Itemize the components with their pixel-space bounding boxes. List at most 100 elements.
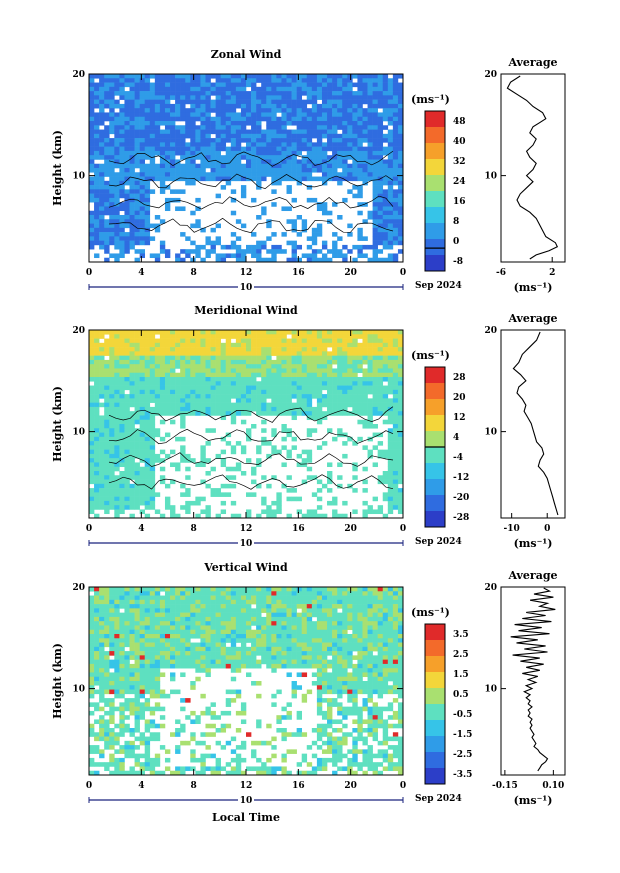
heatmap-cell [215,492,221,497]
heatmap-cell [397,475,404,480]
heatmap-cell [276,651,282,656]
heatmap-cell [382,642,389,648]
heatmap-cell [230,355,237,361]
heatmap-cell [392,621,399,626]
heatmap-cell [321,612,328,618]
heatmap-cell [119,215,125,220]
heatmap-cell [94,219,100,224]
heatmap-cell [149,142,156,147]
heatmap-cell [109,599,115,605]
heatmap-cell [316,330,323,335]
heatmap-cell [256,99,262,105]
heatmap-cell [159,121,166,126]
heatmap-cell [392,492,399,497]
heatmap-cell [89,215,95,220]
heatmap-cell [144,142,151,147]
heatmap-cell [235,249,242,254]
x-tick-label: 16 [292,524,305,534]
heatmap-cell [392,334,399,339]
heatmap-cell [144,116,151,122]
heatmap-cell [99,616,105,622]
heatmap-cell [89,651,95,656]
heatmap-cell [382,159,389,165]
heatmap-cell [347,599,353,605]
heatmap-cell [251,232,257,237]
heatmap-cell [240,608,247,613]
heatmap-cell [175,629,181,635]
heatmap-cell [240,642,247,648]
heatmap-cell [316,595,323,601]
heatmap-cell [332,587,338,592]
heatmap-cell [185,642,191,648]
heatmap-cell [246,99,252,105]
heatmap-cell [332,612,338,618]
heatmap-cell [362,168,368,173]
heatmap-cell [377,159,384,165]
heatmap-cell [225,402,232,408]
heatmap-cell [220,116,227,122]
heatmap-cell [175,608,181,613]
heatmap-cell [119,587,125,592]
heatmap-cell [311,364,318,369]
heatmap-cell [357,419,363,425]
heatmap-cell [114,146,120,152]
heatmap-cell [109,108,115,113]
heatmap-cell [387,236,394,241]
heatmap-cell [291,595,297,601]
heatmap-cell [149,99,156,105]
heatmap-cell [240,163,247,169]
heatmap-cell [210,82,216,88]
heatmap-cell [321,642,328,648]
heatmap-cell [382,146,389,152]
heatmap-cell [296,599,303,605]
heatmap-cell [246,599,252,605]
heatmap-cell [134,441,140,446]
heatmap-cell [321,330,328,335]
heatmap-cell [327,249,333,254]
heatmap-cell [114,138,120,143]
heatmap-cell [316,616,323,622]
heatmap-cell [230,347,237,352]
heatmap-cell [377,377,384,382]
heatmap-cell [89,402,95,408]
heatmap-cell [220,411,227,416]
heatmap-cell [134,381,140,386]
heatmap-cell [276,168,282,173]
heatmap-cell [190,347,196,352]
heatmap-cell [266,612,272,618]
heatmap-cell [220,462,227,468]
heatmap-cell [99,129,105,135]
heatmap-cell [321,621,328,626]
heatmap-cell [240,86,247,92]
heatmap-cell [180,591,186,596]
heatmap-cell [164,155,171,160]
heatmap-cell [134,612,140,618]
contour-line [108,406,394,423]
heatmap-cell [119,74,125,79]
heatmap-cell [306,86,313,92]
heatmap-cell [357,193,363,199]
heatmap-cell [119,599,125,605]
heatmap-cell [195,206,201,212]
heatmap-cell [296,138,303,143]
heatmap-cell [109,591,115,596]
heatmap-cell [382,334,389,339]
heatmap-cell [271,253,277,259]
heatmap-cell [246,330,252,335]
heatmap-cell [109,488,115,493]
heatmap-cell [246,436,252,442]
heatmap-cell [286,496,292,502]
heatmap-cell [387,364,394,369]
heatmap-cell [99,500,105,506]
heatmap-cell [225,432,232,438]
heatmap-cell [200,125,206,130]
heatmap-cell [281,159,287,165]
heatmap-cell [164,146,171,152]
heatmap-cell [129,74,135,79]
heatmap-cell [397,509,404,515]
heatmap-cell [392,591,399,596]
heatmap-cell [175,364,181,369]
heatmap-cell [190,629,196,635]
heatmap-cell [321,244,328,250]
heatmap-cell [124,492,130,497]
